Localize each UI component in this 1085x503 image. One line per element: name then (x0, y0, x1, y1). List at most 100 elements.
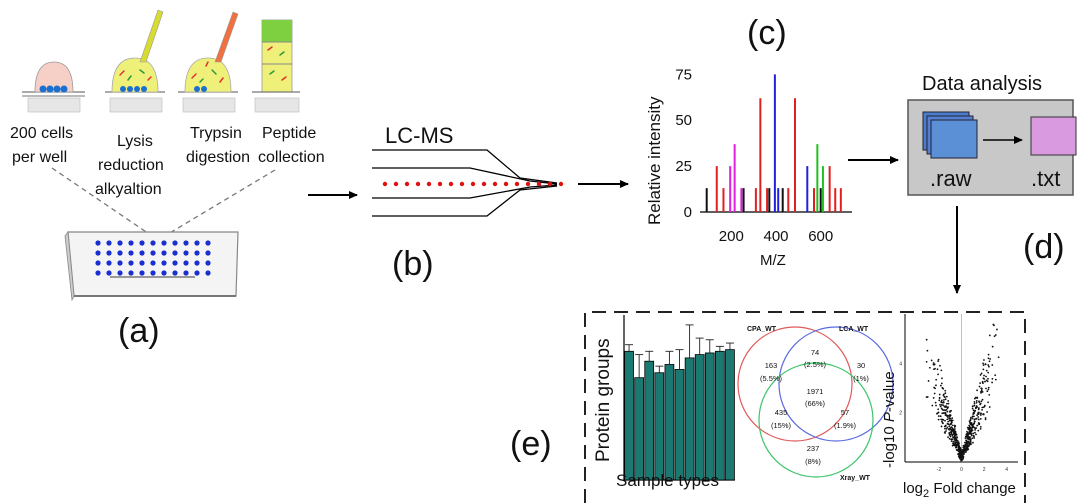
volcano-point (945, 405, 947, 407)
volcano-point (969, 441, 972, 444)
volcano-point (947, 436, 949, 439)
volcano-point (948, 437, 951, 440)
volcano-point (938, 396, 941, 399)
volcano-point (982, 413, 985, 415)
volcano-point (940, 418, 943, 421)
plate-well-dot (117, 240, 123, 246)
volcano-point (963, 449, 966, 452)
volcano-point (966, 440, 968, 443)
volcano-point (977, 429, 980, 432)
volcano-point (968, 426, 971, 428)
volcano-point (972, 426, 975, 428)
volcano-point (953, 428, 956, 430)
protein-bar (674, 369, 685, 481)
spectrum-peaks (705, 74, 842, 212)
volcano-point (944, 413, 947, 416)
plate-well-dot (150, 250, 156, 256)
volcano-point (951, 419, 954, 422)
venn-region-value: 435 (775, 408, 788, 417)
volcano-point (985, 379, 988, 382)
volcano-point (987, 377, 989, 380)
plate-well-dot (117, 250, 123, 256)
volcano-x-tick: 0 (960, 467, 963, 473)
spectrum-y-tick: 0 (684, 204, 692, 221)
volcano-y-tick: 2 (899, 411, 902, 417)
plate-well-dot (183, 270, 189, 276)
volcano-point (976, 406, 978, 408)
plate-well-dot (205, 250, 211, 256)
volcano-point (964, 435, 967, 438)
volcano-point (957, 441, 960, 444)
venn-region-pct: (1.9%) (834, 421, 857, 430)
volcano-point (991, 364, 994, 366)
venn-region-pct: (1%) (853, 374, 869, 383)
volcano-point (983, 374, 985, 377)
volcano-point (948, 417, 950, 420)
panel-a-label: (a) (118, 312, 160, 350)
volcano-point (987, 357, 990, 360)
panel-a: 200 cells per well Lysis reduction alkya… (10, 9, 325, 350)
volcano-point (993, 335, 996, 338)
step-1-label: 200 cells per well (10, 125, 78, 166)
volcano-point (994, 334, 997, 336)
volcano-point (955, 438, 958, 440)
volcano-point (946, 415, 949, 417)
plate-well-dot (106, 270, 112, 276)
panel-d-label: (d) (1023, 228, 1065, 266)
volcano-point (966, 434, 968, 436)
plate-well-dot (128, 240, 134, 246)
volcano-point (943, 412, 946, 415)
peptide-dot (426, 181, 432, 187)
volcano-point (975, 433, 977, 436)
volcano-point (964, 447, 967, 450)
plate-well-dot (150, 240, 156, 246)
volcano-point (931, 404, 934, 407)
volcano-point (925, 338, 928, 341)
volcano-point (952, 443, 955, 445)
volcano-x-tick: 4 (1005, 467, 1008, 473)
volcano-point (948, 425, 951, 428)
volcano-point (964, 441, 966, 444)
venn-circle-lca (778, 326, 894, 442)
volcano-point (982, 364, 985, 367)
plate-well-dot (205, 260, 211, 266)
volcano-point (935, 404, 937, 407)
panel-b-label: (b) (392, 245, 434, 283)
volcano-point (954, 432, 957, 435)
volcano-point (942, 418, 945, 421)
venn-region-pct: (8%) (805, 457, 821, 466)
volcano-point (986, 390, 989, 393)
protein-bar (644, 360, 655, 481)
protein-bars (624, 324, 735, 481)
spectrum-x-tick: 200 (719, 228, 744, 245)
volcano-point (953, 426, 956, 428)
volcano-point (976, 424, 979, 427)
volcano-point (974, 407, 977, 410)
venn-circle-cpa (737, 326, 853, 442)
volcano-point (994, 378, 997, 381)
volcano-point (981, 380, 984, 383)
volcano-point (975, 427, 978, 429)
plate-well-dot (117, 270, 123, 276)
volcano-point (968, 438, 971, 441)
protein-bar (664, 364, 675, 481)
volcano-point (966, 444, 969, 447)
peptide-dot (415, 181, 421, 187)
volcano-point (979, 414, 982, 416)
volcano-point (945, 395, 948, 398)
peptide-dot (437, 181, 443, 187)
volcano-point (985, 369, 988, 372)
volcano-point (987, 353, 990, 356)
volcano-point (973, 422, 976, 425)
volcano-point (979, 427, 982, 430)
plate-well-dot (194, 250, 200, 256)
volcano-point (989, 358, 992, 360)
volcano-point (958, 453, 961, 456)
venn-set-c-label: Xray_WT (840, 475, 871, 482)
panel-e-frame (584, 311, 1026, 503)
plate-well-dot (161, 270, 167, 276)
venn-region-value: 1971 (807, 387, 824, 396)
volcano-point (941, 377, 943, 380)
volcano-point (985, 387, 987, 390)
volcano-point (980, 387, 983, 390)
